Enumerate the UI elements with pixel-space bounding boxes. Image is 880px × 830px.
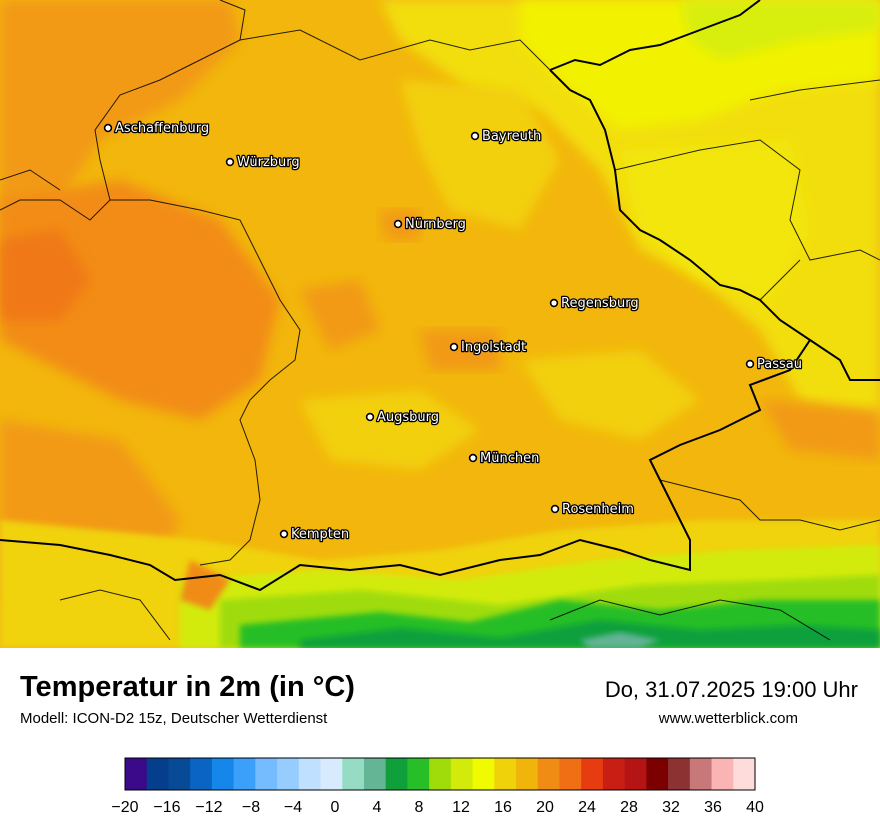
- legend-swatch: [168, 758, 191, 790]
- city-bayreuth: Bayreuth: [470, 128, 543, 145]
- city-nuernberg: Nürnberg: [393, 216, 467, 233]
- legend-swatch: [298, 758, 322, 790]
- map-title: Temperatur in 2m (in °C): [20, 671, 355, 703]
- legend-tick-label: 28: [620, 799, 638, 816]
- city-dot: [103, 123, 113, 133]
- city-label: Bayreuth: [482, 129, 541, 144]
- legend-tick-label: 40: [746, 799, 764, 816]
- legend-swatch: [146, 758, 170, 790]
- city-label: Würzburg: [237, 155, 300, 170]
- legend-swatch: [407, 758, 430, 790]
- legend-swatch: [190, 758, 213, 790]
- legend-tick-label: 20: [536, 799, 554, 816]
- city-aschaffenburg: Aschaffenburg: [103, 120, 210, 137]
- legend-tick-label: −12: [195, 799, 222, 816]
- legend-swatch: [342, 758, 365, 790]
- temperature-map: Aschaffenburg Würzburg Bayreuth Nürnberg Reg…: [0, 0, 880, 648]
- city-dot: [225, 157, 235, 167]
- legend-tick-label: −4: [284, 799, 302, 816]
- city-label: Kempten: [291, 527, 349, 542]
- legend-swatch: [646, 758, 669, 790]
- legend-tick-label: −16: [153, 799, 180, 816]
- city-dot: [279, 529, 289, 539]
- city-label: Aschaffenburg: [115, 121, 209, 136]
- legend-swatch: [668, 758, 691, 790]
- legend-swatch: [385, 758, 409, 790]
- city-markers: Aschaffenburg Würzburg Bayreuth Nürnberg Reg…: [103, 120, 803, 543]
- city-dot: [470, 131, 480, 141]
- legend-swatch: [537, 758, 561, 790]
- region-borders: [0, 0, 880, 641]
- legend-tick-label: 16: [494, 799, 512, 816]
- city-label: Regensburg: [561, 296, 639, 311]
- city-ingolstadt: Ingolstadt: [449, 339, 527, 356]
- legend-ticks: −20 −16 −12 −8 −4 0 4 8 12 16 20 24 28 32 36 40: [111, 799, 764, 816]
- legend-swatch: [689, 758, 713, 790]
- city-wuerzburg: Würzburg: [225, 154, 301, 171]
- legend-tick-label: −20: [111, 799, 138, 816]
- city-label: Rosenheim: [562, 502, 634, 517]
- legend-swatch: [559, 758, 582, 790]
- legend-swatch: [125, 758, 148, 790]
- city-dot: [468, 453, 478, 463]
- city-muenchen: München: [468, 450, 541, 467]
- legend-swatch: [320, 758, 343, 790]
- legend-tick-label: −8: [242, 799, 260, 816]
- legend-tick-label: 12: [452, 799, 470, 816]
- website-link[interactable]: www.wetterblick.com: [658, 710, 798, 727]
- city-dot: [745, 359, 755, 369]
- city-dot: [549, 298, 559, 308]
- legend-swatch: [450, 758, 474, 790]
- city-label: München: [480, 451, 539, 466]
- legend-swatch: [624, 758, 647, 790]
- city-label: Passau: [757, 357, 802, 372]
- city-passau: Passau: [745, 356, 803, 373]
- legend-swatch: [211, 758, 235, 790]
- legend-frame: [124, 757, 756, 791]
- legend-swatch: [516, 758, 539, 790]
- legend-swatches: [125, 758, 756, 790]
- city-dot: [550, 504, 560, 514]
- model-source: Modell: ICON-D2 15z, Deutscher Wetterdie…: [20, 710, 328, 727]
- city-kempten: Kempten: [279, 526, 350, 543]
- legend-swatch: [602, 758, 626, 790]
- legend-swatch: [363, 758, 387, 790]
- city-dot: [449, 342, 459, 352]
- legend-swatch: [472, 758, 495, 790]
- legend-tick-label: 32: [662, 799, 680, 816]
- city-rosenheim: Rosenheim: [550, 501, 635, 518]
- city-dot: [393, 219, 403, 229]
- color-legend: −20 −16 −12 −8 −4 0 4 8 12 16 20 24 28 32 36 40: [111, 757, 764, 816]
- legend-swatch: [581, 758, 604, 790]
- legend-swatch: [494, 758, 517, 790]
- city-regensburg: Regensburg: [549, 295, 640, 312]
- legend-swatch: [429, 758, 452, 790]
- city-label: Nürnberg: [405, 217, 466, 232]
- legend-swatch: [733, 758, 756, 790]
- legend-swatch: [233, 758, 256, 790]
- temperature-field: [0, 0, 880, 648]
- legend-tick-label: 24: [578, 799, 596, 816]
- city-dot: [365, 412, 375, 422]
- legend-tick-label: 8: [415, 799, 424, 816]
- forecast-datetime: Do, 31.07.2025 19:00 Uhr: [604, 677, 858, 702]
- country-borders: [0, 0, 880, 592]
- legend-swatch: [711, 758, 734, 790]
- legend-tick-label: 4: [373, 799, 382, 816]
- legend-tick-label: 36: [704, 799, 722, 816]
- legend-swatch: [277, 758, 300, 790]
- city-label: Augsburg: [377, 410, 439, 425]
- legend-tick-label: 0: [331, 799, 340, 816]
- city-augsburg: Augsburg: [365, 409, 440, 426]
- city-label: Ingolstadt: [461, 340, 526, 355]
- legend-swatch: [255, 758, 278, 790]
